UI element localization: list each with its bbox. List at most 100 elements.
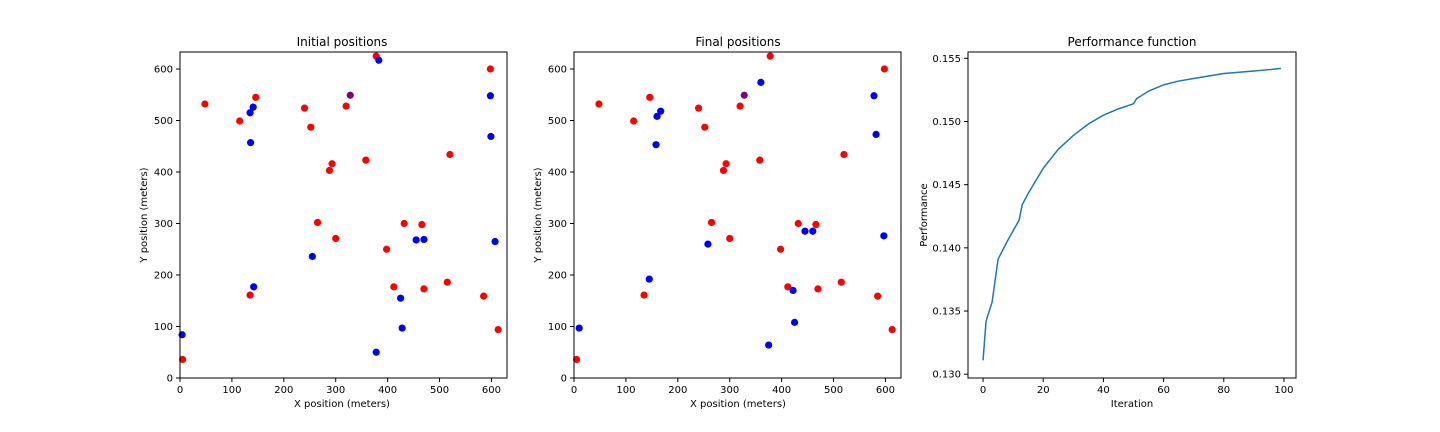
x-tick-label: 600 xyxy=(876,385,895,396)
data-point xyxy=(872,130,880,139)
data-point xyxy=(375,56,383,64)
data-point xyxy=(307,123,315,131)
x-tick-label: 0 xyxy=(177,385,183,396)
x-tick-label: 200 xyxy=(274,385,293,396)
data-point xyxy=(740,91,748,99)
data-point xyxy=(880,65,888,73)
data-point xyxy=(249,103,257,111)
data-point xyxy=(420,285,428,293)
data-point xyxy=(784,283,792,291)
y-tick-label: 0 xyxy=(561,374,567,385)
y-tick-label: 0.140 xyxy=(932,243,961,254)
data-point xyxy=(801,227,809,235)
x-tick-label: 500 xyxy=(430,385,449,396)
data-point xyxy=(880,232,888,240)
data-point xyxy=(789,286,797,295)
data-point xyxy=(346,91,354,99)
data-point xyxy=(382,245,391,253)
x-tick-label: 400 xyxy=(378,385,397,396)
data-point xyxy=(443,278,451,286)
performance-function-chart: Performance function Iteration Performan… xyxy=(919,35,1297,410)
data-point xyxy=(765,341,773,349)
data-point xyxy=(491,237,499,246)
x-tick-label: 60 xyxy=(1157,385,1170,396)
data-point xyxy=(726,234,734,243)
data-point xyxy=(888,325,896,334)
data-point xyxy=(420,235,428,244)
y-tick-label: 400 xyxy=(154,167,173,178)
data-point xyxy=(325,166,334,175)
x-tick-label: 400 xyxy=(772,385,791,396)
chart-title: Final positions xyxy=(695,35,780,49)
data-point xyxy=(645,275,653,283)
plot-frame xyxy=(967,51,1297,379)
data-point xyxy=(572,355,581,364)
y-tick-label: 300 xyxy=(548,219,567,230)
y-tick-label: 200 xyxy=(154,270,173,281)
data-point xyxy=(722,160,730,168)
y-tick-label: 400 xyxy=(548,167,567,178)
data-points xyxy=(178,52,502,364)
data-point xyxy=(201,100,209,108)
data-point xyxy=(178,355,187,364)
y-tick-label: 200 xyxy=(548,270,567,281)
axis-ticks: 0 20 40 60 80 100 0.130 0.135 0.140 0.145 0.150 0.1… xyxy=(932,54,1293,396)
x-tick-label: 100 xyxy=(1274,385,1293,396)
data-point xyxy=(646,93,654,101)
final-positions-chart: Final positions X position (meters) Y po… xyxy=(533,35,902,410)
data-point xyxy=(313,218,322,227)
y-axis-label: Y position (meters) xyxy=(533,167,544,263)
data-point xyxy=(342,102,350,110)
axis-ticks: 0 100 200 300 400 500 600 0 100 200 300 400 500 600 xyxy=(154,64,501,396)
data-point xyxy=(757,78,765,86)
data-point xyxy=(236,117,244,125)
x-axis-label: X position (meters) xyxy=(294,399,390,410)
chart-title: Initial positions xyxy=(297,35,388,49)
data-point xyxy=(246,109,254,117)
x-tick-label: 0 xyxy=(571,385,577,396)
x-tick-label: 100 xyxy=(616,385,635,396)
data-point xyxy=(398,324,406,332)
data-point xyxy=(250,283,258,291)
x-tick-label: 600 xyxy=(482,385,501,396)
y-tick-label: 500 xyxy=(154,116,173,127)
y-tick-label: 500 xyxy=(548,116,567,127)
data-point xyxy=(246,291,254,299)
y-tick-label: 600 xyxy=(548,64,567,75)
data-point xyxy=(486,92,494,100)
data-point xyxy=(736,102,744,110)
data-point xyxy=(412,236,420,244)
y-tick-label: 100 xyxy=(154,322,173,333)
axis-ticks: 0 100 200 300 400 500 600 0 100 200 300 400 500 600 xyxy=(548,64,895,396)
plot-frame xyxy=(179,51,508,379)
data-series xyxy=(982,67,1282,361)
data-point xyxy=(252,93,260,101)
y-axis-label: Performance xyxy=(919,183,930,246)
y-tick-label: 0.150 xyxy=(932,117,961,128)
data-point xyxy=(701,123,709,131)
data-point xyxy=(809,227,817,235)
y-tick-label: 0.155 xyxy=(932,54,961,65)
data-points xyxy=(572,52,896,364)
x-tick-label: 300 xyxy=(326,385,345,396)
data-point xyxy=(652,141,660,149)
y-tick-label: 300 xyxy=(154,219,173,230)
y-axis-label: Y position (meters) xyxy=(139,167,150,263)
y-tick-label: 600 xyxy=(154,64,173,75)
data-point xyxy=(766,52,774,60)
data-point xyxy=(418,220,426,229)
data-point xyxy=(704,240,712,248)
data-point xyxy=(328,160,336,168)
y-tick-label: 100 xyxy=(548,322,567,333)
x-tick-label: 80 xyxy=(1217,385,1230,396)
data-point xyxy=(657,107,665,115)
data-point xyxy=(480,292,488,300)
x-axis-label: X position (meters) xyxy=(690,399,786,410)
data-point xyxy=(719,166,728,175)
data-point xyxy=(790,318,799,326)
data-point xyxy=(776,245,785,253)
x-tick-label: 40 xyxy=(1097,385,1110,396)
y-tick-label: 0 xyxy=(167,374,173,385)
data-point xyxy=(756,156,764,164)
